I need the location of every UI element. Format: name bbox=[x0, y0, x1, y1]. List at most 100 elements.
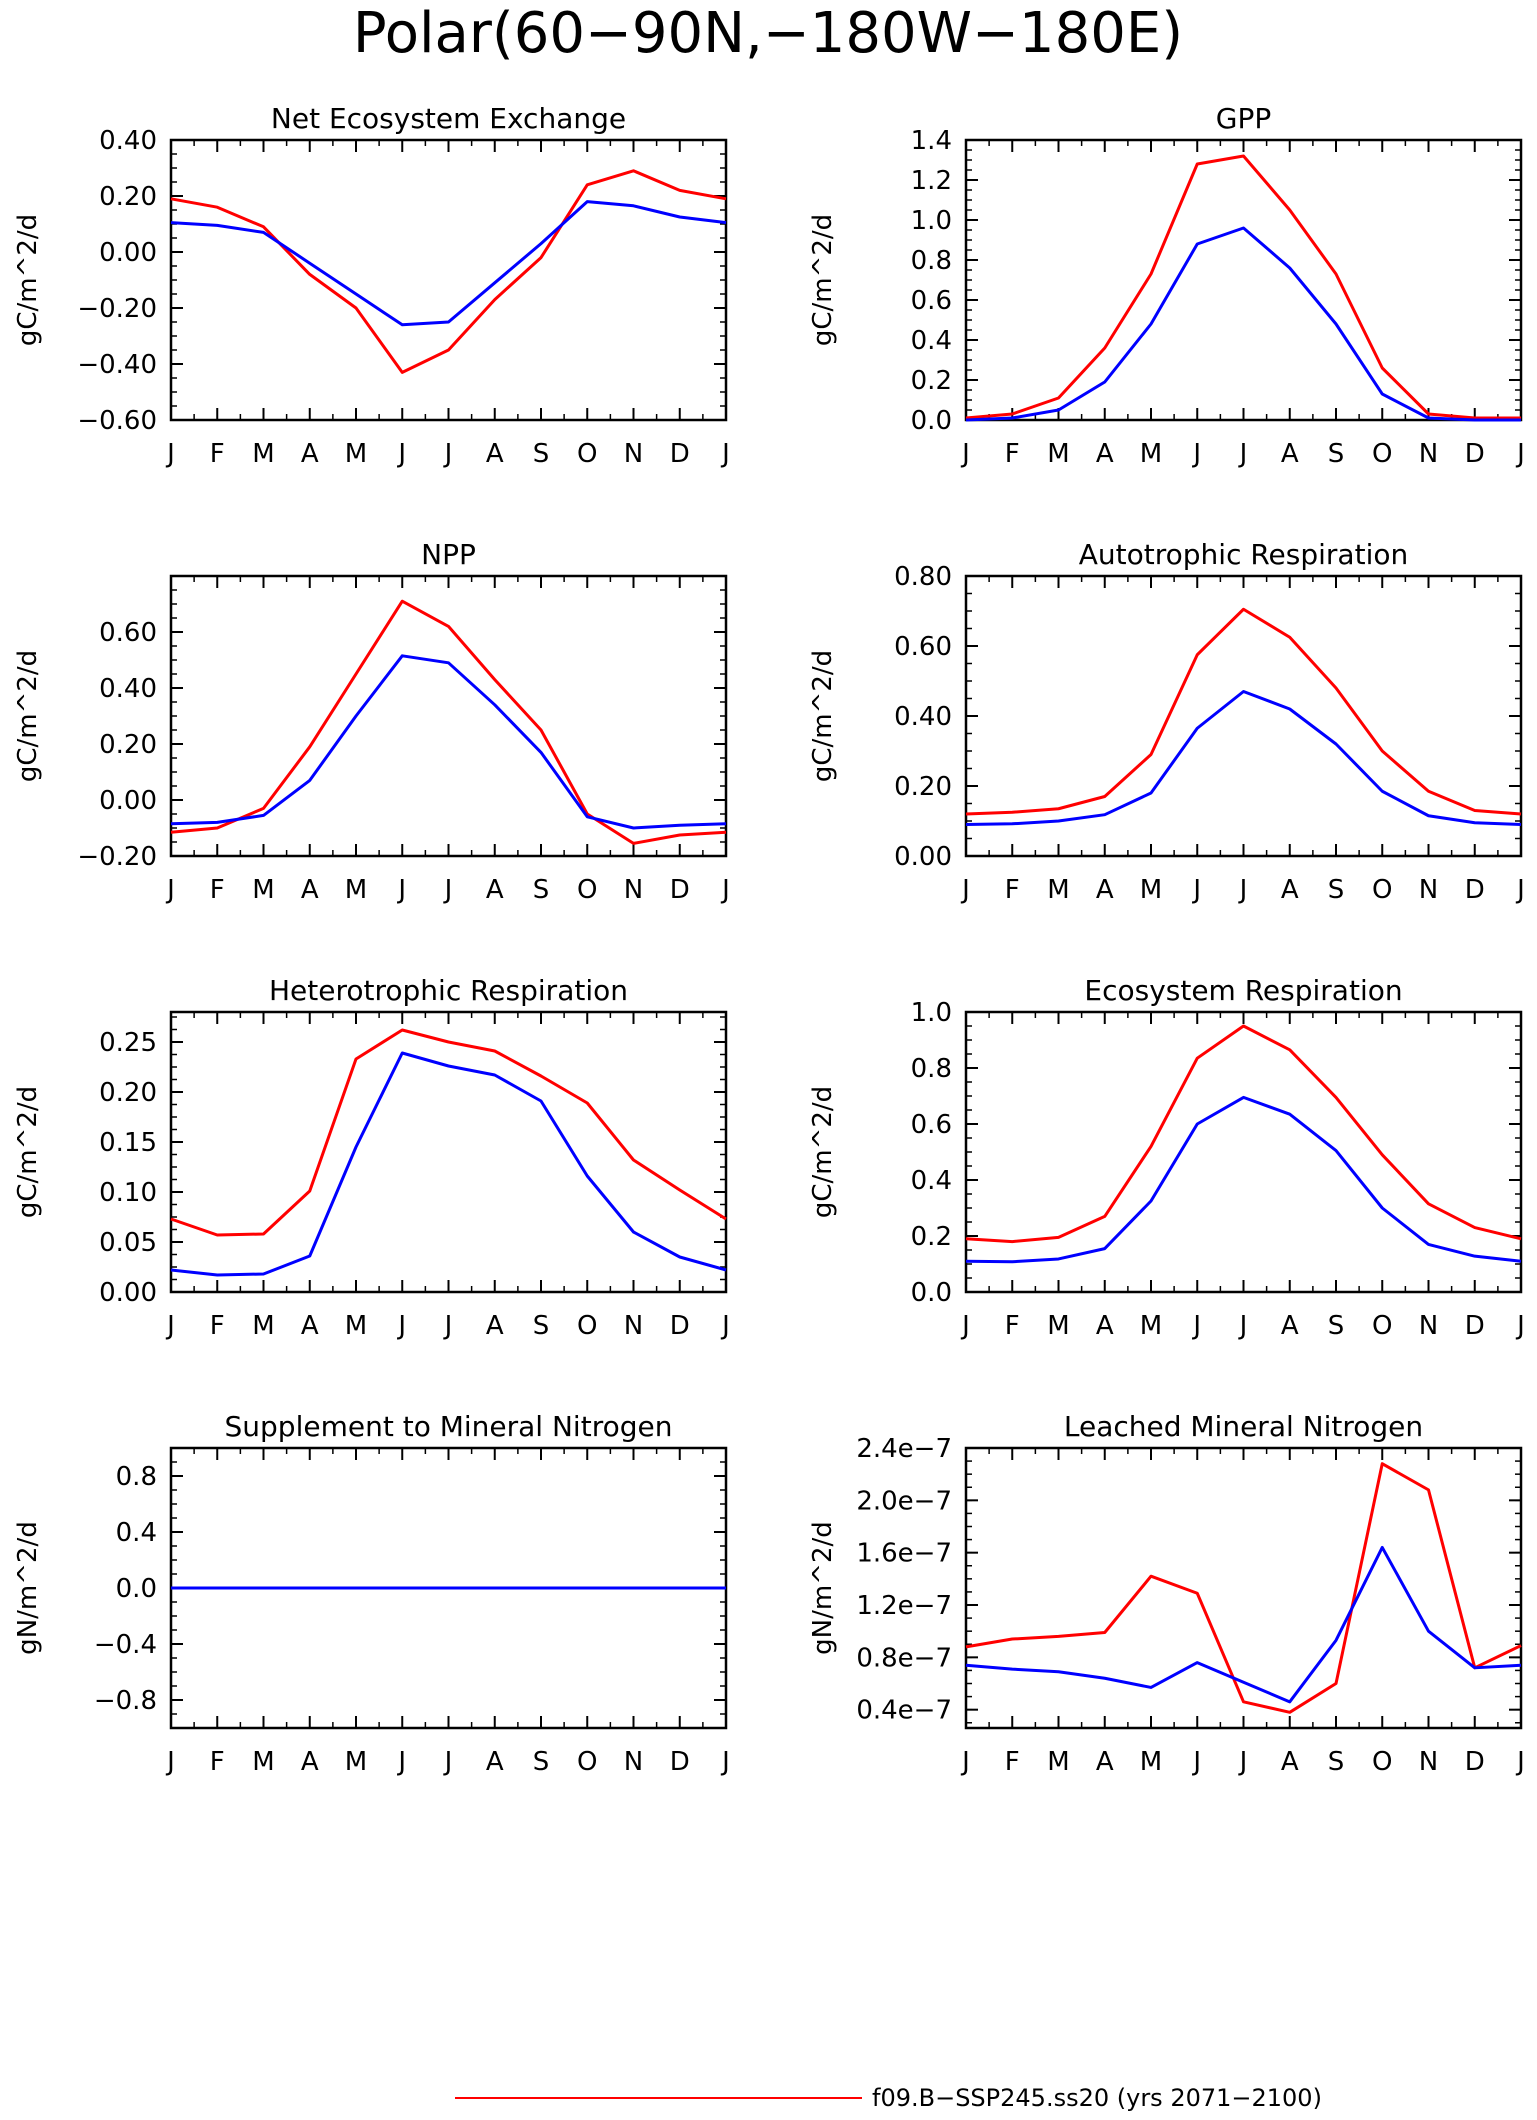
y-tick-label: 0.4e−7 bbox=[856, 1696, 952, 1726]
y-tick-label: 0.00 bbox=[99, 1278, 157, 1308]
x-tick-label: D bbox=[670, 1311, 690, 1341]
x-tick-label: A bbox=[1096, 1311, 1114, 1341]
x-tick-label: M bbox=[345, 1747, 367, 1777]
y-tick-label: 0.20 bbox=[894, 772, 952, 802]
y-tick-label: 0.00 bbox=[99, 786, 157, 816]
panel-title: Leached Mineral Nitrogen bbox=[1064, 1410, 1423, 1443]
x-tick-label: A bbox=[1281, 439, 1299, 469]
x-tick-label: D bbox=[670, 439, 690, 469]
x-tick-label: M bbox=[345, 1311, 367, 1341]
y-tick-label: 1.2 bbox=[911, 166, 952, 196]
x-tick-label: A bbox=[486, 1311, 504, 1341]
x-tick-label: A bbox=[1281, 1747, 1299, 1777]
series-line-blue bbox=[965, 690, 1522, 826]
y-axis-label: gN/m^2/d bbox=[808, 1521, 838, 1655]
x-tick-label: F bbox=[1005, 1747, 1020, 1777]
y-axis-label: gN/m^2/d bbox=[13, 1521, 43, 1655]
x-tick-label: O bbox=[1372, 439, 1392, 469]
y-tick-label: 0.0 bbox=[116, 1574, 157, 1604]
panel-title: NPP bbox=[421, 538, 476, 571]
panel-supplement-to-mineral-nitrogen: J F M A M J J A S O N D J−0.8−0.40.00.40.8Supplement… bbox=[13, 1410, 730, 1777]
y-tick-label: 0.40 bbox=[894, 702, 952, 732]
x-tick-label: F bbox=[1005, 439, 1020, 469]
x-tick-label: J bbox=[165, 1311, 175, 1341]
x-tick-label: A bbox=[1096, 439, 1114, 469]
plot-frame bbox=[964, 1446, 1523, 1730]
y-tick-label: 0.20 bbox=[99, 1078, 157, 1108]
y-tick-label: 0.20 bbox=[99, 182, 157, 212]
x-tick-label: O bbox=[1372, 1747, 1392, 1777]
y-tick-label: 0.0 bbox=[911, 1278, 952, 1308]
y-tick-label: 0.6 bbox=[911, 1110, 952, 1140]
y-tick-label: 0.20 bbox=[99, 730, 157, 760]
y-tick-label: 0.15 bbox=[99, 1128, 157, 1158]
panel-title: Ecosystem Respiration bbox=[1084, 974, 1402, 1007]
y-tick-label: −0.20 bbox=[77, 842, 157, 872]
x-tick-label: S bbox=[533, 439, 550, 469]
x-tick-label: N bbox=[1419, 875, 1438, 905]
x-tick-label: J bbox=[165, 439, 175, 469]
x-tick-label: S bbox=[1328, 439, 1345, 469]
panel-title: Heterotrophic Respiration bbox=[269, 974, 628, 1007]
x-tick-label: J bbox=[960, 1311, 970, 1341]
y-tick-label: 0.8 bbox=[911, 1054, 952, 1084]
panel-title: Autotrophic Respiration bbox=[1079, 538, 1408, 571]
series-line-blue bbox=[170, 654, 727, 830]
y-tick-label: −0.8 bbox=[94, 1686, 157, 1716]
x-tick-label: F bbox=[1005, 875, 1020, 905]
y-axis-label: gC/m^2/d bbox=[808, 214, 838, 346]
y-tick-label: 0.4 bbox=[116, 1518, 157, 1548]
y-tick-label: 2.4e−7 bbox=[856, 1434, 952, 1464]
x-tick-label: A bbox=[1281, 875, 1299, 905]
x-tick-label: J bbox=[443, 439, 453, 469]
x-tick-label: M bbox=[1140, 439, 1162, 469]
y-tick-label: 0.05 bbox=[99, 1228, 157, 1258]
x-tick-label: A bbox=[301, 1311, 319, 1341]
x-tick-label: J bbox=[960, 439, 970, 469]
x-tick-label: J bbox=[1238, 439, 1248, 469]
x-tick-label: J bbox=[1191, 875, 1201, 905]
y-tick-label: 0.40 bbox=[99, 674, 157, 704]
y-tick-label: 1.4 bbox=[911, 126, 952, 156]
x-tick-label: M bbox=[1047, 1747, 1069, 1777]
series-line-red bbox=[965, 154, 1521, 420]
x-tick-label: M bbox=[345, 439, 367, 469]
panel-ecosystem-respiration: J F M A M J J A S O N D J0.00.20.40.60.81.0Ecosystem… bbox=[808, 974, 1525, 1341]
x-tick-label: J bbox=[443, 875, 453, 905]
x-tick-label: N bbox=[624, 439, 643, 469]
legend: f09.B−SSP245.ss20 (yrs 2071−2100) bbox=[455, 2084, 1322, 2112]
x-tick-label: S bbox=[533, 1747, 550, 1777]
y-tick-label: 0.80 bbox=[894, 562, 952, 592]
series-line-red bbox=[965, 1462, 1522, 1714]
x-tick-label: D bbox=[670, 1747, 690, 1777]
legend-label: f09.B−SSP245.ss20 (yrs 2071−2100) bbox=[872, 2084, 1322, 2112]
x-tick-label: D bbox=[1465, 875, 1485, 905]
x-tick-label: J bbox=[960, 1747, 970, 1777]
x-tick-label: O bbox=[577, 1311, 597, 1341]
x-tick-label: J bbox=[165, 875, 175, 905]
panel-leached-mineral-nitrogen: J F M A M J J A S O N D J0.4e−70.8e−71.2e−71.6e−72.0… bbox=[808, 1410, 1525, 1777]
x-tick-label: J bbox=[1515, 1311, 1525, 1341]
panel-gpp: J F M A M J J A S O N D J0.00.20.40.60.81.01.21.4GPP… bbox=[808, 102, 1525, 469]
x-tick-label: M bbox=[345, 875, 367, 905]
plot-frame bbox=[964, 138, 1523, 422]
x-tick-label: N bbox=[1419, 439, 1438, 469]
x-tick-label: N bbox=[624, 1311, 643, 1341]
x-tick-label: F bbox=[210, 875, 225, 905]
series-line-red bbox=[965, 607, 1522, 816]
y-tick-label: −0.20 bbox=[77, 294, 157, 324]
y-tick-label: 1.0 bbox=[911, 206, 952, 236]
x-tick-label: A bbox=[486, 875, 504, 905]
panel-title: Net Ecosystem Exchange bbox=[271, 102, 626, 135]
x-tick-label: A bbox=[1096, 875, 1114, 905]
x-tick-label: D bbox=[1465, 1747, 1485, 1777]
x-tick-label: M bbox=[1047, 1311, 1069, 1341]
x-tick-label: A bbox=[486, 1747, 504, 1777]
panels-grid: J F M A M J J A S O N D J−0.60−0.40−0.200.000.200.40… bbox=[13, 102, 1525, 1777]
x-tick-label: O bbox=[1372, 1311, 1392, 1341]
x-tick-label: S bbox=[1328, 1747, 1345, 1777]
x-tick-label: J bbox=[720, 1747, 730, 1777]
y-tick-label: −0.60 bbox=[77, 406, 157, 436]
y-tick-label: 0.10 bbox=[99, 1178, 157, 1208]
y-axis-label: gC/m^2/d bbox=[808, 650, 838, 782]
